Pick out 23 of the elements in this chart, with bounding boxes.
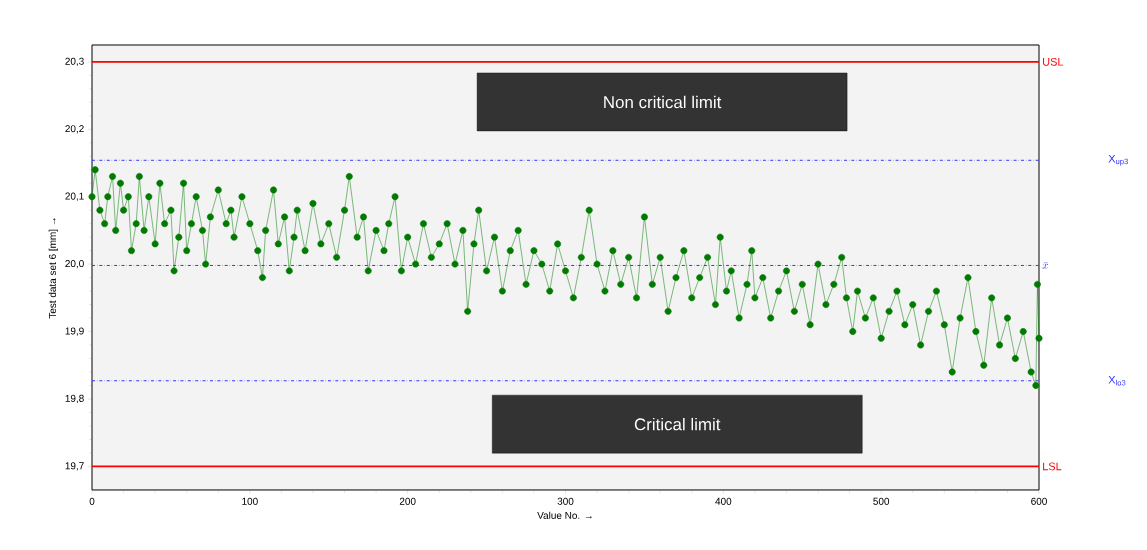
x-tick-label: 400 [715, 497, 732, 505]
y-tick-label: 19,7 [65, 462, 84, 471]
x-tick-label: 200 [399, 497, 416, 505]
y-tick-label: 19,9 [65, 327, 84, 336]
annotation: Critical limit [634, 417, 721, 431]
y-tick-label: 20,0 [65, 260, 84, 269]
ref-line-label: LSL [1043, 462, 1062, 471]
y-tick-label: 20,2 [65, 125, 84, 134]
x-tick-label: 500 [873, 497, 890, 505]
x-tick-label: 100 [242, 497, 258, 505]
ref-line-label: X$_{lo3}$ [1108, 376, 1126, 386]
x-tick-label: 0 [89, 497, 95, 505]
ref-line-label: $\bar{x}$ [1042, 262, 1048, 269]
ref-line-label: USL [1043, 57, 1064, 66]
ref-line-label: X$_{up3}$ [1108, 154, 1128, 166]
y-tick-label: 19,8 [65, 394, 84, 404]
annotation: Non critical limit [604, 95, 722, 109]
x-axis-title: Value No. → [537, 511, 592, 519]
y-tick-label: 20,1 [65, 192, 84, 201]
y-axis-title: Test data set 6 [mm] → [48, 218, 58, 319]
y-tick-label: 20,3 [65, 57, 84, 66]
x-tick-label: 600 [1031, 497, 1047, 505]
x-tick-label: 300 [557, 497, 574, 505]
